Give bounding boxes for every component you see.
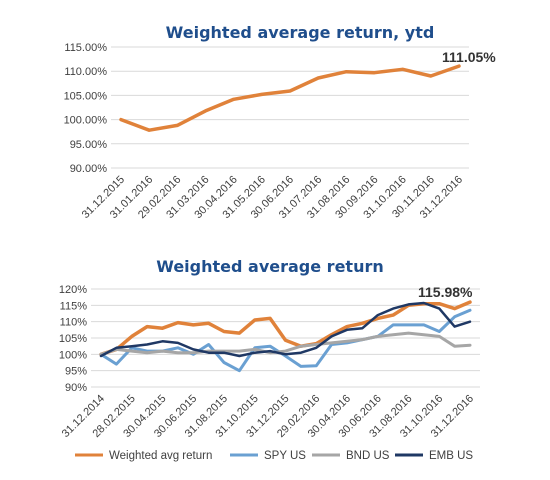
- y-tick-label: 100.00%: [64, 115, 108, 127]
- series-line-weighted-avg-return: [99, 300, 472, 357]
- y-tick-label: 95%: [65, 366, 87, 378]
- legend-label: Weighted avg return: [109, 450, 212, 462]
- y-tick-label: 95.00%: [70, 139, 108, 151]
- chart-total-legend: Weighted avg return SPY US BND US EMB US: [75, 450, 473, 462]
- chart-total-title: Weighted average return: [156, 257, 383, 276]
- y-tick-label: 100%: [59, 349, 87, 361]
- y-tick-label: 105%: [59, 333, 87, 345]
- legend-label: EMB US: [429, 450, 473, 462]
- chart-total-series: [99, 300, 472, 373]
- legend-label: SPY US: [264, 450, 306, 462]
- chart-ytd-y-axis: 115.00% 110.00% 105.00% 100.00% 95.00% 90.00%: [64, 42, 108, 175]
- y-tick-label: 110.00%: [64, 66, 107, 78]
- y-tick-label: 115%: [60, 300, 88, 312]
- chart-total-x-axis: 31.12.201428.02.201530.04.201530.06.2015…: [60, 393, 476, 440]
- legend-label: BND US: [346, 450, 390, 462]
- y-tick-label: 120%: [59, 284, 87, 296]
- chart-ytd-annotation: 111.05%: [442, 49, 496, 65]
- chart-ytd-grid: [111, 46, 469, 169]
- y-tick-label: 90%: [65, 382, 87, 394]
- y-tick-label: 90.00%: [70, 163, 108, 175]
- series-line-weighted-return: [119, 64, 461, 132]
- chart-ytd-title: Weighted average return, ytd: [166, 23, 435, 42]
- series-line-emb-us: [99, 301, 472, 358]
- chart-ytd-x-axis: 31.12.201531.01.201629.02.201631.03.2016…: [80, 174, 465, 221]
- chart-ytd-series: [119, 64, 461, 132]
- y-tick-label: 105.00%: [64, 90, 108, 102]
- y-tick-label: 110%: [60, 317, 88, 329]
- y-tick-label: 115.00%: [64, 42, 107, 54]
- chart-total: Weighted average return 120% 115% 110% 105%…: [59, 257, 480, 462]
- chart-total-y-axis: 120% 115% 110% 105% 100% 95% 90%: [59, 284, 87, 394]
- chart-total-annotation: 115.98%: [418, 284, 473, 300]
- chart-ytd: Weighted average return, ytd 115.00% 110.…: [64, 23, 497, 221]
- series-line-bnd-us: [99, 331, 472, 356]
